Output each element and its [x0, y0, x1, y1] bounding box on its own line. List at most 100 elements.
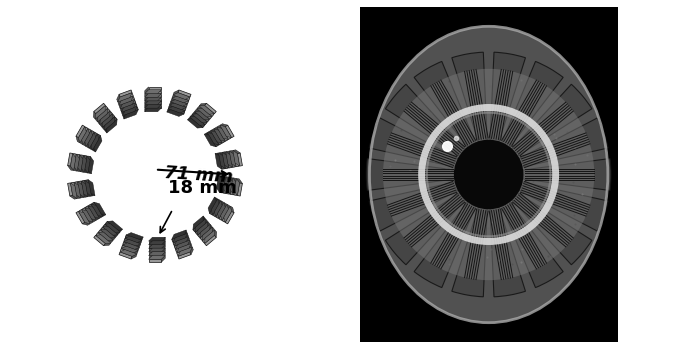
Polygon shape [92, 145, 96, 152]
Polygon shape [220, 176, 225, 193]
Polygon shape [187, 119, 203, 128]
Polygon shape [347, 1, 630, 348]
Polygon shape [76, 211, 85, 224]
Polygon shape [212, 204, 222, 217]
Polygon shape [193, 221, 205, 232]
Polygon shape [237, 153, 243, 166]
Polygon shape [98, 117, 100, 125]
Polygon shape [88, 206, 100, 218]
Polygon shape [216, 206, 224, 218]
Polygon shape [85, 130, 92, 147]
Polygon shape [210, 131, 222, 143]
Polygon shape [132, 251, 138, 255]
Polygon shape [175, 97, 189, 104]
Wedge shape [414, 174, 489, 288]
Polygon shape [214, 197, 218, 204]
Polygon shape [124, 238, 137, 245]
Polygon shape [231, 154, 235, 168]
Polygon shape [225, 125, 234, 138]
Polygon shape [145, 97, 162, 101]
Polygon shape [96, 232, 108, 243]
Polygon shape [86, 169, 92, 174]
Polygon shape [162, 252, 165, 259]
Polygon shape [145, 90, 148, 97]
Polygon shape [162, 248, 165, 255]
Wedge shape [489, 52, 526, 174]
Polygon shape [124, 239, 141, 246]
Polygon shape [178, 90, 191, 97]
Polygon shape [175, 237, 189, 246]
Polygon shape [208, 222, 210, 229]
Polygon shape [84, 193, 92, 196]
Polygon shape [197, 112, 209, 122]
Polygon shape [119, 90, 132, 97]
Polygon shape [195, 219, 206, 232]
Polygon shape [92, 202, 100, 215]
Polygon shape [148, 248, 162, 251]
Polygon shape [106, 119, 117, 133]
Polygon shape [168, 104, 174, 109]
Polygon shape [173, 104, 186, 111]
Polygon shape [120, 99, 135, 109]
Polygon shape [125, 235, 138, 242]
Polygon shape [208, 197, 216, 213]
Polygon shape [98, 109, 110, 119]
Wedge shape [386, 84, 489, 174]
Polygon shape [199, 105, 214, 114]
Wedge shape [366, 158, 489, 191]
Wedge shape [489, 158, 611, 191]
Wedge shape [386, 174, 489, 265]
Polygon shape [95, 105, 106, 119]
Polygon shape [75, 167, 81, 172]
Polygon shape [197, 108, 212, 117]
Polygon shape [175, 100, 187, 107]
Polygon shape [167, 110, 184, 117]
Polygon shape [109, 238, 115, 240]
Polygon shape [85, 180, 92, 196]
Polygon shape [177, 94, 190, 101]
Polygon shape [93, 112, 96, 119]
Polygon shape [208, 131, 215, 134]
Polygon shape [223, 180, 228, 194]
Polygon shape [172, 107, 185, 114]
Polygon shape [105, 224, 120, 232]
Polygon shape [102, 114, 113, 127]
Polygon shape [218, 199, 222, 206]
Polygon shape [200, 224, 210, 238]
Polygon shape [192, 112, 200, 114]
Polygon shape [190, 247, 193, 255]
Polygon shape [220, 124, 228, 127]
Polygon shape [210, 202, 218, 215]
Polygon shape [86, 221, 93, 223]
Polygon shape [82, 129, 91, 141]
Polygon shape [148, 255, 162, 259]
Polygon shape [135, 244, 141, 249]
Polygon shape [107, 221, 123, 230]
Polygon shape [81, 155, 86, 172]
Polygon shape [82, 155, 87, 169]
Polygon shape [88, 157, 94, 174]
Polygon shape [169, 100, 175, 105]
Polygon shape [148, 245, 162, 248]
Polygon shape [234, 182, 239, 195]
Polygon shape [231, 181, 235, 195]
Polygon shape [187, 117, 195, 120]
Polygon shape [202, 227, 212, 241]
Polygon shape [219, 129, 228, 141]
Polygon shape [145, 101, 162, 104]
Polygon shape [173, 90, 179, 95]
Polygon shape [203, 216, 205, 224]
Wedge shape [452, 52, 489, 174]
Polygon shape [103, 114, 115, 125]
Polygon shape [177, 244, 191, 253]
Polygon shape [118, 93, 132, 102]
Polygon shape [113, 232, 120, 235]
Wedge shape [489, 174, 563, 288]
Polygon shape [175, 245, 189, 252]
Polygon shape [119, 96, 133, 105]
Polygon shape [76, 136, 80, 143]
Polygon shape [226, 155, 232, 168]
Polygon shape [202, 232, 214, 243]
Polygon shape [189, 244, 192, 251]
Polygon shape [148, 94, 162, 97]
